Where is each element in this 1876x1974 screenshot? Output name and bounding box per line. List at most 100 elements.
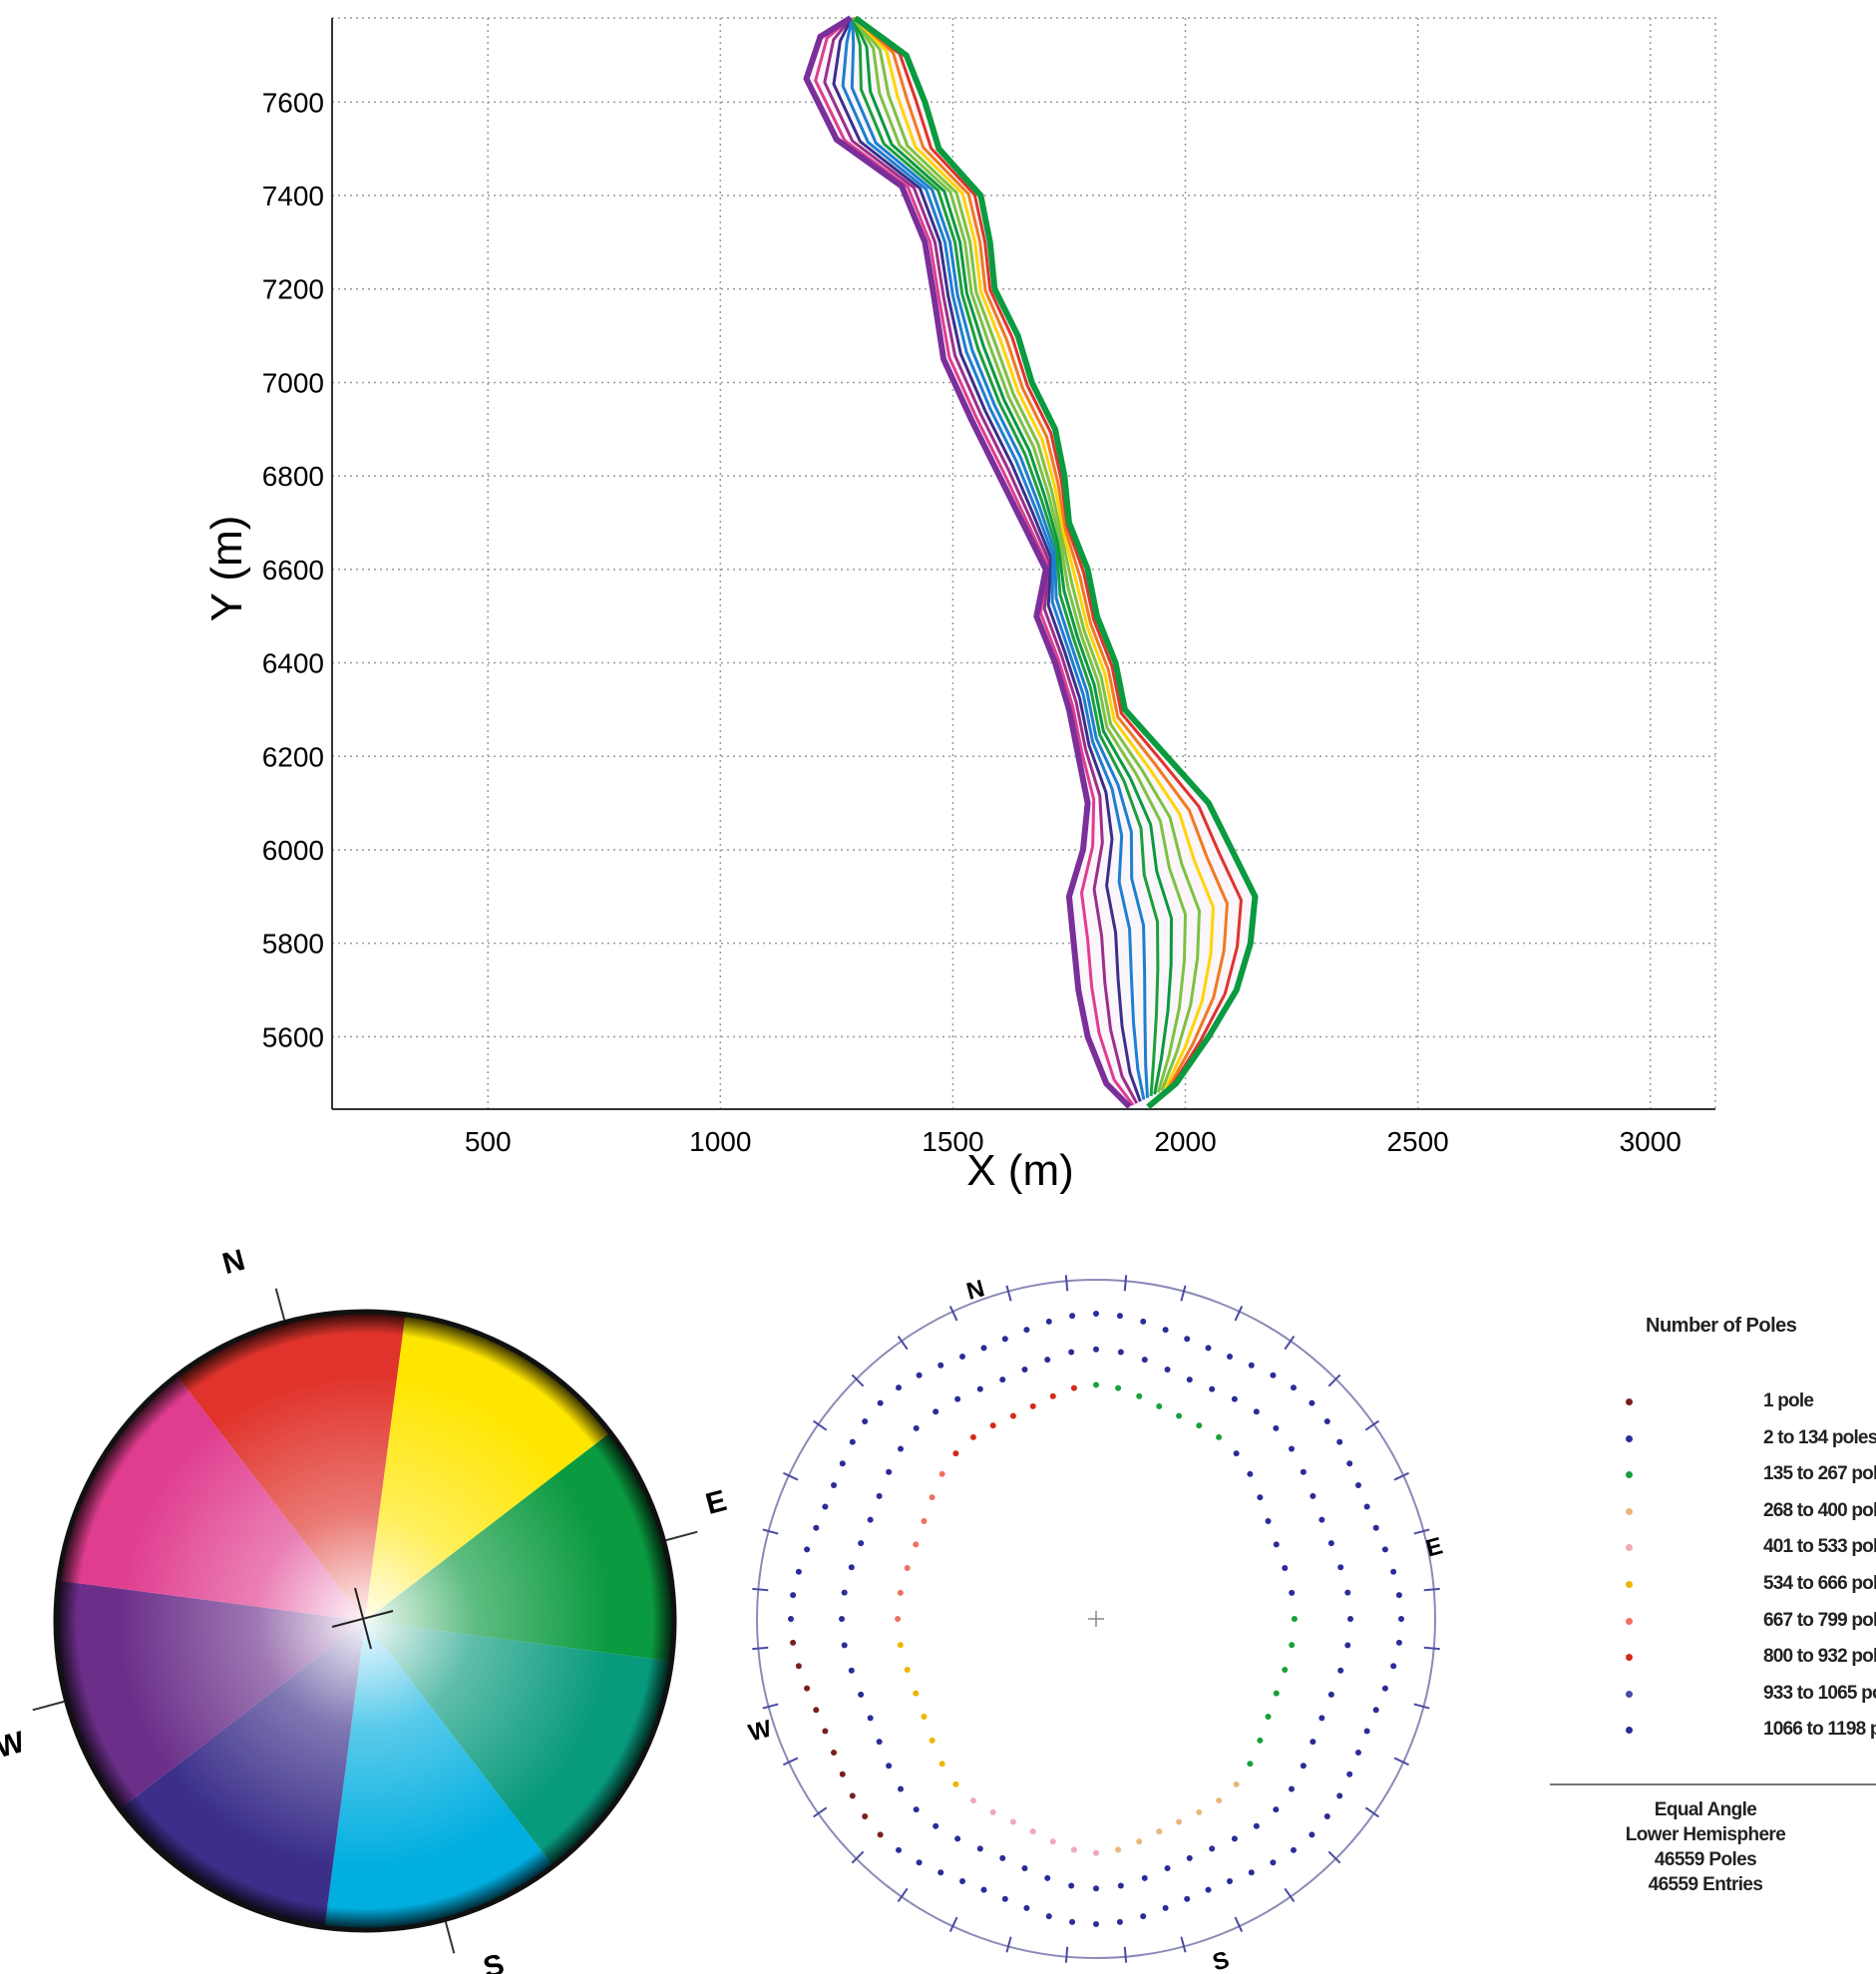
pole-point (959, 1877, 966, 1884)
pole-point (1023, 1904, 1030, 1911)
pole-point (1257, 1494, 1264, 1501)
stereonet-label-e: E (1423, 1532, 1445, 1562)
pole-point (1009, 1412, 1016, 1419)
pole-point (1395, 1639, 1402, 1646)
pole-point (1093, 1921, 1099, 1927)
pole-point (896, 1384, 903, 1391)
pole-point (1136, 1392, 1143, 1399)
pole-point (1049, 1838, 1056, 1845)
x-axis-label: X (m) (966, 1146, 1074, 1195)
stereonet-center-cross (1088, 1611, 1104, 1627)
pole-point (976, 1385, 983, 1392)
stereonet-tick (1364, 1806, 1380, 1818)
pole-point (1265, 1713, 1272, 1720)
contour-line (823, 17, 1139, 1104)
legend-divider (1550, 1783, 1876, 1785)
pole-point (913, 1424, 920, 1431)
pole-point (1068, 1882, 1075, 1889)
pole-point (929, 1494, 936, 1501)
pole-point (1346, 1460, 1353, 1467)
pole-point (1117, 1882, 1124, 1889)
pit-west-edge (803, 15, 1132, 1109)
stereonet-tick (812, 1806, 828, 1818)
stereonet-label-w: W (746, 1715, 775, 1747)
pole-point (862, 1812, 869, 1819)
pole-point (1336, 1792, 1343, 1799)
pole-point (1093, 1311, 1099, 1317)
pole-point (876, 1739, 883, 1746)
pole-point (1273, 1424, 1280, 1431)
stereonet-tick (782, 1471, 799, 1481)
pole-point (1093, 1849, 1099, 1856)
pole-point (1398, 1616, 1404, 1622)
legend-label: 800 to 932 poles (1763, 1646, 1876, 1668)
pole-point (813, 1524, 820, 1531)
pole-point (1336, 1438, 1343, 1445)
legend-entry: 268 to 400 poles (1536, 1498, 1876, 1528)
pit-footprint (806, 18, 1256, 1107)
pole-point (1162, 1904, 1169, 1911)
pole-point (1176, 1412, 1183, 1419)
x-tick-label: 3000 (1620, 1126, 1682, 1157)
wheel-label-e: E (702, 1484, 730, 1521)
pole-point (1116, 1918, 1123, 1925)
pole-point (1323, 1418, 1330, 1425)
pole-point (1347, 1616, 1353, 1622)
contour-line (852, 17, 1188, 1093)
pole-point (1381, 1546, 1388, 1553)
pole-point (921, 1518, 928, 1525)
pole-point (1248, 1362, 1255, 1369)
pole-point (862, 1418, 869, 1425)
pole-point (822, 1728, 829, 1735)
pole-point (913, 1690, 920, 1697)
pole-point (1216, 1797, 1223, 1804)
pole-point (913, 1541, 920, 1548)
pole-point (1164, 1865, 1171, 1872)
x-tick-label: 2500 (1386, 1126, 1448, 1157)
pole-point (867, 1516, 874, 1523)
pole-point (1257, 1737, 1264, 1744)
pole-point (1156, 1402, 1163, 1409)
pole-point (999, 1377, 1006, 1383)
grid-lines (331, 17, 1716, 1110)
pole-point (1209, 1385, 1216, 1392)
pole-point (877, 1399, 884, 1406)
contour-line (832, 17, 1142, 1102)
contour-line (853, 16, 1215, 1090)
y-tick-labels: 5600 5800 6000 6200 6400 6600 6800 7000 7200 7400… (262, 87, 324, 1052)
pole-point (831, 1482, 838, 1489)
y-tick-label: 5800 (262, 929, 324, 960)
pole-point (1140, 1913, 1147, 1920)
pole-point (804, 1546, 811, 1553)
pole-point (895, 1616, 902, 1622)
legend-label: 933 to 1065 poles (1763, 1682, 1876, 1704)
legend-swatch (1626, 1434, 1633, 1442)
pole-point (933, 1822, 939, 1829)
pole-point (1023, 1327, 1030, 1334)
pole-point (1288, 1445, 1295, 1452)
legend-swatch (1626, 1654, 1633, 1662)
stereonet-tick (1393, 1471, 1410, 1481)
pole-point (1290, 1384, 1297, 1391)
pole-point (1209, 1845, 1216, 1852)
pole-point (980, 1345, 987, 1352)
pole-point (929, 1737, 936, 1744)
y-tick-label: 7600 (262, 87, 324, 118)
pole-point (1372, 1524, 1379, 1531)
legend-swatch (1626, 1727, 1633, 1735)
x-tick-label: 1000 (689, 1126, 751, 1157)
pole-point (848, 1564, 855, 1571)
pole-point (1226, 1877, 1233, 1884)
pole-point (1288, 1785, 1295, 1792)
legend-swatch (1626, 1398, 1633, 1405)
stereonet-tick (1123, 1275, 1128, 1292)
legend-entry: 667 to 799 poles (1536, 1608, 1876, 1638)
wheel-tick (32, 1700, 65, 1712)
pole-point (813, 1707, 820, 1714)
stereonet-tick (1005, 1285, 1012, 1302)
pole-point (1045, 1913, 1052, 1920)
pole-point (1093, 1346, 1099, 1353)
pole-point (1381, 1685, 1388, 1692)
projection-label: Equal Angle (1654, 1799, 1757, 1820)
pole-point (921, 1713, 928, 1720)
